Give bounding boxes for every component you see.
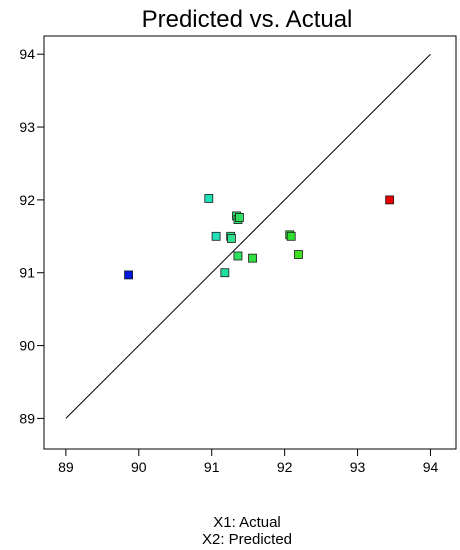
data-point xyxy=(227,234,236,243)
x-tick-label: 89 xyxy=(58,459,74,475)
x-axis-label: X1: Actual xyxy=(213,514,281,531)
x-tick-label: 94 xyxy=(423,459,439,475)
y-axis: 89 90 91 92 93 94 xyxy=(19,46,44,426)
y-tick-label: 90 xyxy=(19,338,35,354)
plot-frame xyxy=(43,35,457,450)
x-axis: 89 90 91 92 93 94 xyxy=(58,449,438,475)
data-points xyxy=(124,194,395,280)
y-tick-label: 89 xyxy=(19,410,35,426)
data-point xyxy=(294,250,303,259)
data-point xyxy=(220,268,230,278)
y-axis-label: X2: Predicted xyxy=(202,531,292,548)
data-point xyxy=(211,231,221,241)
x-tick-label: 91 xyxy=(204,459,220,475)
x-tick-label: 90 xyxy=(131,459,147,475)
x-tick-label: 92 xyxy=(277,459,293,475)
y-tick-label: 92 xyxy=(19,192,35,208)
data-point xyxy=(286,231,296,241)
data-point xyxy=(385,195,395,205)
chart-title: Predicted vs. Actual xyxy=(142,6,353,33)
data-point xyxy=(233,251,243,261)
y-tick-label: 94 xyxy=(19,46,35,62)
data-point xyxy=(204,194,214,203)
y-tick-label: 91 xyxy=(19,265,35,281)
x-tick-label: 93 xyxy=(350,459,366,475)
data-point xyxy=(235,212,244,222)
y-tick-label: 93 xyxy=(19,119,35,135)
data-point xyxy=(248,253,257,263)
data-point xyxy=(124,270,133,280)
reference-line xyxy=(65,53,431,419)
